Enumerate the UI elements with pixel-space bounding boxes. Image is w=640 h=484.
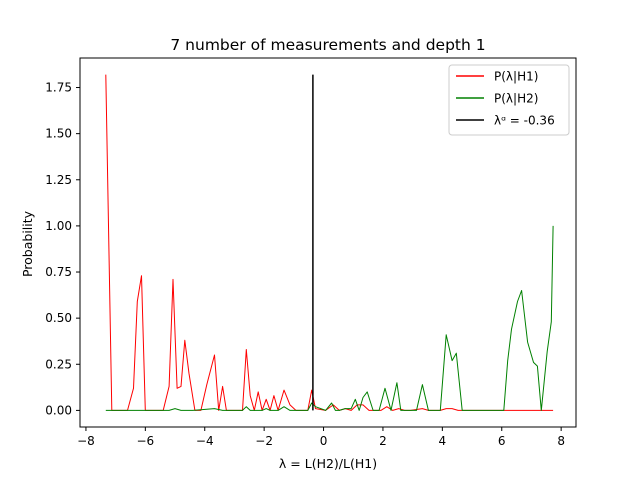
x-tick-label: 8 [557,434,565,448]
y-tick-label: 1.75 [45,81,72,95]
x-axis-label: λ = L(H2)/L(H1) [279,456,377,471]
y-tick-label: 1.25 [45,173,72,187]
y-axis-label: Probability [20,210,35,277]
y-tick-label: 1.50 [45,127,72,141]
axes-frame [79,57,577,428]
legend-label-3: λᵅ = -0.36 [494,114,555,128]
x-tick-label: 0 [320,434,328,448]
x-tick-label: 4 [439,434,447,448]
x-tick-label: 2 [379,434,387,448]
y-tick-label: 0.75 [45,265,72,279]
legend: P(λ|H1) P(λ|H2) λᵅ = -0.36 [448,64,570,136]
y-tick-label: 0.50 [45,311,72,325]
legend-label-1: P(λ|H1) [494,70,538,84]
x-axis-ticks: −8 −6 −4 −2 0 2 4 6 8 [77,427,565,448]
chart-title: 7 number of measurements and depth 1 [170,36,485,54]
x-tick-label: −2 [255,434,273,448]
legend-label-2: P(λ|H2) [494,92,538,106]
x-tick-label: −4 [196,434,214,448]
y-tick-label: 1.00 [45,219,72,233]
plot-area [105,74,554,411]
x-tick-label: 6 [498,434,506,448]
legend-box [448,64,570,136]
series-line-2 [105,225,554,411]
x-tick-label: −6 [136,434,154,448]
y-tick-label: 0.00 [45,403,72,417]
y-tick-label: 0.25 [45,357,72,371]
y-axis-ticks: 0.00 0.25 0.50 0.75 1.00 1.25 1.50 1.75 [45,81,80,417]
x-tick-label: −8 [77,434,95,448]
